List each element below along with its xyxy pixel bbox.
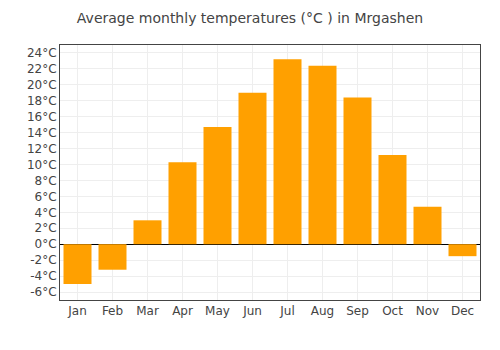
- svg-text:Jul: Jul: [279, 304, 294, 318]
- svg-text:8°C: 8°C: [35, 174, 57, 188]
- svg-text:14°C: 14°C: [27, 126, 57, 140]
- svg-text:Oct: Oct: [382, 304, 403, 318]
- svg-text:4°C: 4°C: [35, 206, 57, 220]
- svg-text:12°C: 12°C: [27, 142, 57, 156]
- svg-text:0°C: 0°C: [35, 237, 57, 251]
- svg-text:16°C: 16°C: [27, 110, 57, 124]
- svg-text:-4°C: -4°C: [30, 269, 56, 283]
- svg-text:-2°C: -2°C: [30, 253, 56, 267]
- svg-text:6°C: 6°C: [35, 190, 57, 204]
- svg-text:Dec: Dec: [451, 304, 474, 318]
- svg-text:10°C: 10°C: [27, 158, 57, 172]
- svg-text:20°C: 20°C: [27, 78, 57, 92]
- svg-text:Feb: Feb: [102, 304, 123, 318]
- svg-text:18°C: 18°C: [27, 94, 57, 108]
- svg-text:Jun: Jun: [242, 304, 262, 318]
- svg-text:Aug: Aug: [311, 304, 334, 318]
- svg-text:Sep: Sep: [346, 304, 369, 318]
- svg-text:24°C: 24°C: [27, 46, 57, 60]
- svg-text:Average monthly temperatures (: Average monthly temperatures (°C ) in Mr…: [77, 10, 423, 26]
- svg-text:-6°C: -6°C: [30, 285, 56, 299]
- svg-text:Mar: Mar: [136, 304, 159, 318]
- svg-text:2°C: 2°C: [35, 221, 57, 235]
- svg-text:22°C: 22°C: [27, 62, 57, 76]
- svg-text:Jan: Jan: [67, 304, 87, 318]
- svg-text:Apr: Apr: [172, 304, 193, 318]
- svg-text:May: May: [205, 304, 230, 318]
- svg-text:Nov: Nov: [416, 304, 439, 318]
